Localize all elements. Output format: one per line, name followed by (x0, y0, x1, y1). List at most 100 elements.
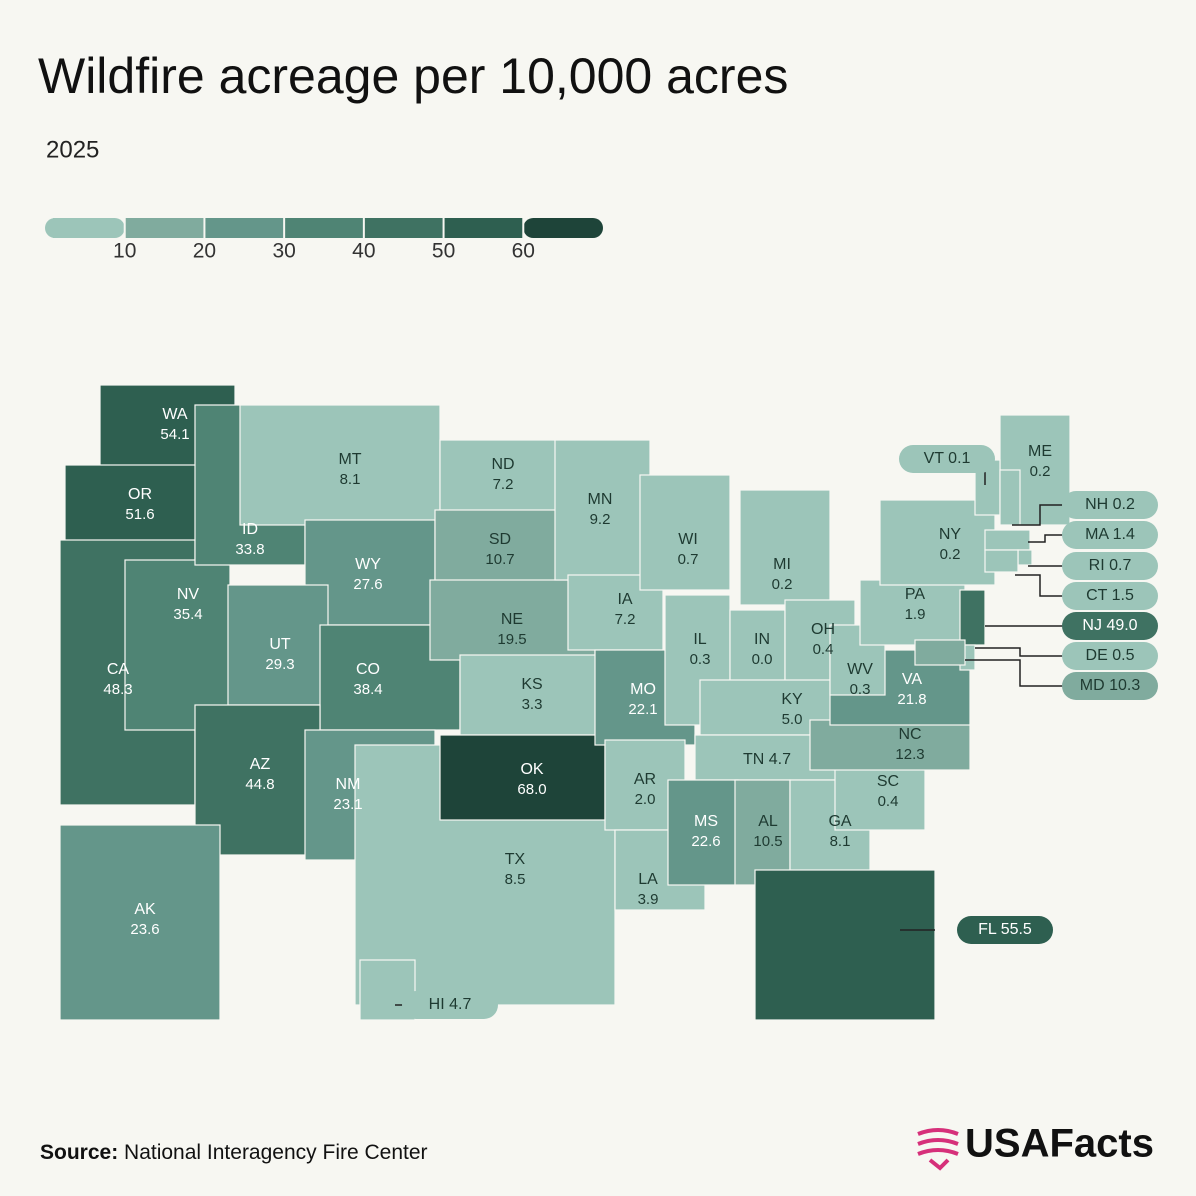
legend-swatch (45, 218, 125, 238)
state (124, 559, 231, 731)
callout-pill (402, 991, 498, 1019)
state-code: IL (693, 631, 706, 648)
state-value: 35.4 (173, 606, 202, 623)
state-code: OK (520, 761, 543, 778)
state-code: DE (1086, 647, 1108, 664)
state-value: 4.7 (449, 996, 471, 1013)
state-code: NM (336, 776, 361, 793)
state-value: 8.5 (505, 871, 526, 888)
state-value: 29.3 (265, 656, 294, 673)
map: WA 54.1 OR 51.6 CA 48.3 NV 35.4 ID 33.8 MT 8.1 WY 27.… (59, 384, 1158, 1021)
state-value: 33.8 (235, 541, 264, 558)
legend-swatch (443, 218, 524, 238)
callout-pill (1062, 642, 1158, 670)
state-label: NH 0.2 (1085, 496, 1135, 513)
state-value: 55.5 (1001, 921, 1032, 938)
state-code: WA (162, 406, 188, 423)
state-label: DE 0.5 (1086, 647, 1135, 664)
legend-swatch (284, 218, 364, 238)
state (434, 509, 566, 586)
state-value: 7.2 (615, 611, 636, 628)
legend-cap-left (53, 218, 59, 238)
state-label: MA 1.4 (1085, 526, 1135, 543)
state-code: SD (489, 531, 511, 548)
subtitle: 2025 (46, 136, 99, 163)
state-code: MD (1080, 677, 1105, 694)
legend-tick-label: 20 (193, 240, 216, 263)
state (439, 734, 606, 821)
brand: USAFacts (965, 1122, 1154, 1166)
leader-line (1028, 534, 1065, 543)
state-value: 0.3 (690, 651, 711, 668)
state-code: IA (617, 591, 632, 608)
state-code: TX (505, 851, 526, 868)
state-code: ME (1028, 443, 1052, 460)
state-value: 3.3 (522, 696, 543, 713)
state-value: 4.7 (769, 751, 791, 768)
state-value: 68.0 (517, 781, 546, 798)
state-value: 27.6 (353, 576, 382, 593)
legend-swatch (363, 218, 444, 238)
state-code: UT (269, 636, 291, 653)
state-code: KY (781, 691, 803, 708)
state-value: 10.5 (753, 833, 782, 850)
state-code: TN (743, 751, 764, 768)
state-value: 0.1 (948, 450, 970, 467)
state-value: 9.2 (590, 511, 611, 528)
state-code: LA (638, 871, 658, 888)
state-value: 8.1 (830, 833, 851, 850)
state-label: CT 1.5 (1086, 587, 1134, 604)
state-code: VT (924, 450, 945, 467)
state (809, 719, 971, 771)
state-value: 0.7 (1109, 557, 1131, 574)
state (554, 439, 651, 581)
state-value: 23.1 (333, 796, 362, 813)
state-code: HI (429, 996, 445, 1013)
state-label: MD 10.3 (1080, 677, 1141, 694)
state-code: NY (939, 526, 962, 543)
state-value: 19.5 (497, 631, 526, 648)
title: Wildfire acreage per 10,000 acres (38, 48, 788, 104)
state-code: NV (177, 586, 200, 603)
state-code: MI (773, 556, 791, 573)
logo: USAFacts (917, 1122, 1154, 1171)
callout-pill (1062, 582, 1158, 610)
state-value: 0.5 (1112, 647, 1134, 664)
state-code: CO (356, 661, 380, 678)
state (459, 654, 606, 736)
state-code: ID (242, 521, 258, 538)
state (984, 549, 1019, 573)
state-value: 5.0 (782, 711, 803, 728)
legend-tick-label: 40 (352, 240, 375, 263)
state (1017, 549, 1033, 566)
state-value: 0.7 (678, 551, 699, 568)
state-value: 54.1 (160, 426, 189, 443)
state-value: 49.0 (1106, 617, 1137, 634)
state-code: CA (107, 661, 130, 678)
state-value: 2.0 (635, 791, 656, 808)
state-label: VT 0.1 (924, 450, 971, 467)
state-code: CT (1086, 587, 1108, 604)
state (59, 824, 221, 1021)
state (754, 869, 936, 1021)
leader-line (1015, 574, 1065, 597)
state-code: RI (1089, 557, 1105, 574)
state-label: RI 0.7 (1089, 557, 1132, 574)
state-value: 21.8 (897, 691, 926, 708)
state (984, 529, 1031, 551)
state (914, 639, 966, 666)
callout-pill (957, 916, 1053, 944)
state-label: NJ 49.0 (1082, 617, 1137, 634)
legend-tick-label: 30 (272, 240, 295, 263)
state-code: AR (634, 771, 656, 788)
state-code: IN (754, 631, 770, 648)
legend-tick-label: 60 (512, 240, 535, 263)
state (639, 474, 731, 591)
legend-tick-label: 50 (432, 240, 455, 263)
logo-icon (917, 1128, 959, 1171)
state-code: MT (338, 451, 361, 468)
source-text: National Interagency Fire Center (124, 1141, 428, 1164)
state-value: 12.3 (895, 746, 924, 763)
state-value: 38.4 (353, 681, 382, 698)
